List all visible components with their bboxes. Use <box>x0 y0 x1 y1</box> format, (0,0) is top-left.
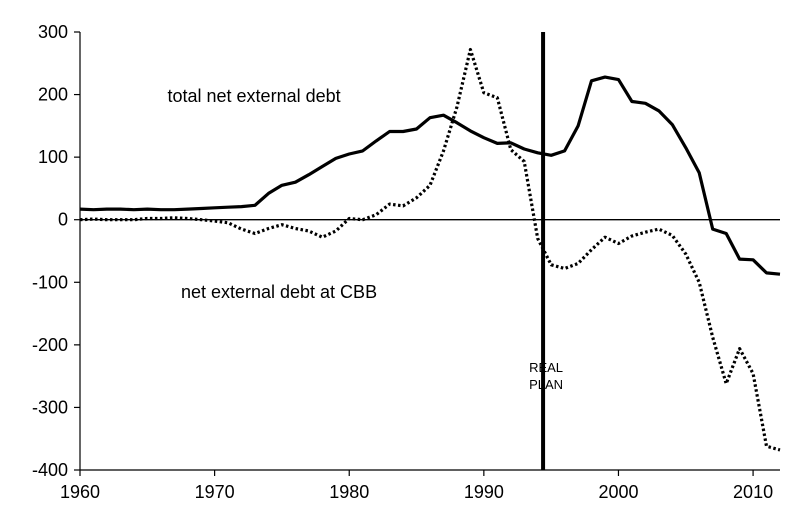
y-tick-label: 100 <box>38 147 68 167</box>
y-tick-label: 300 <box>38 22 68 42</box>
real-plan-label-line1: REAL <box>529 360 563 375</box>
y-tick-label: -400 <box>32 460 68 480</box>
y-tick-label: 200 <box>38 85 68 105</box>
real-plan-marker: REAL PLAN <box>529 32 563 470</box>
x-tick-label: 2000 <box>598 482 638 502</box>
annotations: total net external debt net external deb… <box>168 86 378 302</box>
x-tick-label: 1960 <box>60 482 100 502</box>
x-tick-label: 2010 <box>733 482 773 502</box>
x-axis: 1960 1970 1980 1990 2000 2010 <box>60 470 773 502</box>
y-tick-label: -100 <box>32 272 68 292</box>
plot-frame <box>79 32 780 471</box>
real-plan-label-line2: PLAN <box>529 377 563 392</box>
x-tick-label: 1970 <box>195 482 235 502</box>
y-tick-label: -200 <box>32 335 68 355</box>
series-line-total-net-external-debt <box>79 75 781 276</box>
x-tick-label: 1990 <box>464 482 504 502</box>
series-lines <box>79 47 781 452</box>
series-line-net-external-debt-at-cbb <box>79 47 781 452</box>
y-tick-label: 0 <box>58 210 68 230</box>
y-tick-label: -300 <box>32 397 68 417</box>
x-tick-label: 1980 <box>329 482 369 502</box>
y-axis: 300 200 100 0 -100 -200 -300 -400 <box>32 22 80 480</box>
annotation-net-external-debt-at-cbb: net external debt at CBB <box>181 282 377 302</box>
annotation-total-net-external-debt: total net external debt <box>168 86 341 106</box>
